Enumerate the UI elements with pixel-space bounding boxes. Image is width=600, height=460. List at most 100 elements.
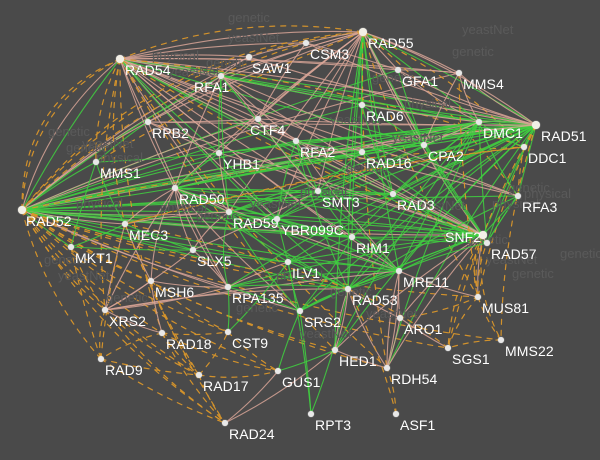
edge-genetic[interactable] (21, 209, 226, 424)
edge-coexpression[interactable] (287, 234, 484, 263)
edge-genetic[interactable] (150, 280, 200, 376)
graph-node-sgs1[interactable] (445, 345, 451, 351)
edge-physical[interactable] (174, 187, 229, 288)
edge-coexpression[interactable] (276, 218, 289, 263)
graph-node-rim1[interactable] (349, 234, 355, 240)
edge-coexpression[interactable] (218, 75, 222, 154)
edge-genetic[interactable] (70, 246, 106, 311)
edge-physical[interactable] (361, 104, 480, 123)
edge-genetic[interactable] (104, 309, 200, 376)
edge-coexpression[interactable] (392, 193, 488, 244)
edge-physical[interactable] (386, 234, 484, 369)
edge-coexpression[interactable] (361, 151, 394, 195)
graph-node-rad54[interactable] (116, 55, 124, 63)
edge-physical[interactable] (220, 75, 484, 236)
edge-coexpression[interactable] (361, 144, 425, 153)
edge-physical[interactable] (21, 56, 250, 211)
edge-physical[interactable] (362, 31, 425, 146)
edge-physical[interactable] (347, 288, 388, 369)
edge-genetic[interactable] (386, 367, 397, 415)
edge-genetic[interactable] (21, 58, 121, 211)
graph-node-csm3[interactable] (303, 40, 309, 46)
edge-genetic[interactable] (112, 58, 126, 225)
graph-node-ilv1[interactable] (285, 259, 291, 265)
edge-coexpression[interactable] (218, 121, 480, 154)
edge-coexpression[interactable] (517, 124, 537, 197)
edge-coexpression[interactable] (218, 152, 278, 220)
edge-genetic[interactable] (362, 31, 525, 148)
edge-coexpression[interactable] (70, 246, 194, 251)
edge-physical[interactable] (192, 249, 229, 288)
edge-physical[interactable] (295, 140, 519, 197)
edge-physical[interactable] (257, 118, 484, 236)
edge-coexpression[interactable] (21, 144, 425, 211)
graph-node-rad53[interactable] (345, 286, 351, 292)
edge-coexpression[interactable] (95, 121, 149, 163)
edge-genetic[interactable] (95, 31, 364, 163)
edge-coexpression[interactable] (21, 58, 121, 211)
graph-node-yhb1[interactable] (216, 150, 222, 156)
edge-physical[interactable] (218, 152, 230, 213)
graph-node-mec3[interactable] (122, 221, 128, 227)
edge-genetic[interactable] (161, 332, 279, 372)
edge-coexpression[interactable] (174, 121, 480, 189)
edge-coexpression[interactable] (95, 161, 126, 225)
edge-coexpression[interactable] (276, 218, 353, 238)
edge-physical[interactable] (147, 118, 259, 123)
graph-node-mkt1[interactable] (68, 244, 74, 250)
edge-genetic[interactable] (447, 339, 502, 349)
edge-coexpression[interactable] (119, 58, 220, 154)
edge-physical[interactable] (224, 370, 279, 424)
graph-node-rad6[interactable] (359, 102, 365, 108)
edge-physical[interactable] (257, 118, 319, 192)
edge-genetic[interactable] (517, 146, 525, 197)
edge-genetic[interactable] (104, 309, 226, 424)
edge-physical[interactable] (227, 261, 289, 288)
graph-node-rad57[interactable] (484, 240, 490, 246)
graph-node-rfa3[interactable] (515, 193, 521, 199)
edge-coexpression[interactable] (317, 151, 363, 192)
edge-physical[interactable] (174, 187, 230, 213)
edge-coexpression[interactable] (174, 187, 394, 195)
edge-physical[interactable] (295, 140, 400, 272)
edge-physical[interactable] (334, 349, 388, 369)
edge-genetic[interactable] (99, 309, 106, 360)
graph-node-rpt3[interactable] (308, 411, 314, 417)
edge-genetic[interactable] (362, 31, 479, 298)
edge-genetic[interactable] (198, 374, 226, 424)
edge-physical[interactable] (458, 72, 480, 123)
edge-physical[interactable] (399, 317, 449, 349)
edge-physical[interactable] (119, 58, 230, 213)
graph-node-rad52[interactable] (18, 206, 26, 214)
edge-genetic[interactable] (119, 58, 388, 369)
edge-physical[interactable] (218, 31, 364, 154)
edge-physical[interactable] (147, 121, 484, 236)
graph-node-slx5[interactable] (190, 247, 196, 253)
edge-genetic[interactable] (21, 209, 200, 376)
edge-coexpression[interactable] (482, 195, 519, 236)
graph-node-rad24[interactable] (222, 420, 228, 426)
graph-node-hed1[interactable] (332, 347, 338, 353)
edge-coexpression[interactable] (347, 195, 519, 290)
edge-physical[interactable] (21, 58, 121, 211)
edge-physical[interactable] (21, 72, 460, 211)
edge-physical[interactable] (174, 187, 194, 251)
edge-coexpression[interactable] (228, 211, 301, 312)
edge-coexpression[interactable] (276, 190, 319, 220)
edge-genetic[interactable] (458, 72, 479, 298)
edge-physical[interactable] (104, 187, 176, 311)
edge-coexpression[interactable] (351, 121, 480, 238)
graph-node-mms4[interactable] (456, 70, 462, 76)
edge-coexpression[interactable] (397, 69, 425, 146)
graph-node-rfa2[interactable] (293, 138, 299, 144)
graph-node-mus81[interactable] (475, 294, 481, 300)
edge-genetic[interactable] (100, 358, 226, 424)
graph-node-mms1[interactable] (93, 159, 99, 165)
edge-genetic[interactable] (70, 246, 102, 360)
graph-node-mre11[interactable] (396, 268, 402, 274)
edge-genetic[interactable] (119, 58, 484, 236)
edge-coexpression[interactable] (21, 209, 349, 290)
edge-coexpression[interactable] (95, 152, 220, 163)
edge-physical[interactable] (147, 31, 364, 123)
graph-node-rfa1[interactable] (218, 73, 224, 79)
